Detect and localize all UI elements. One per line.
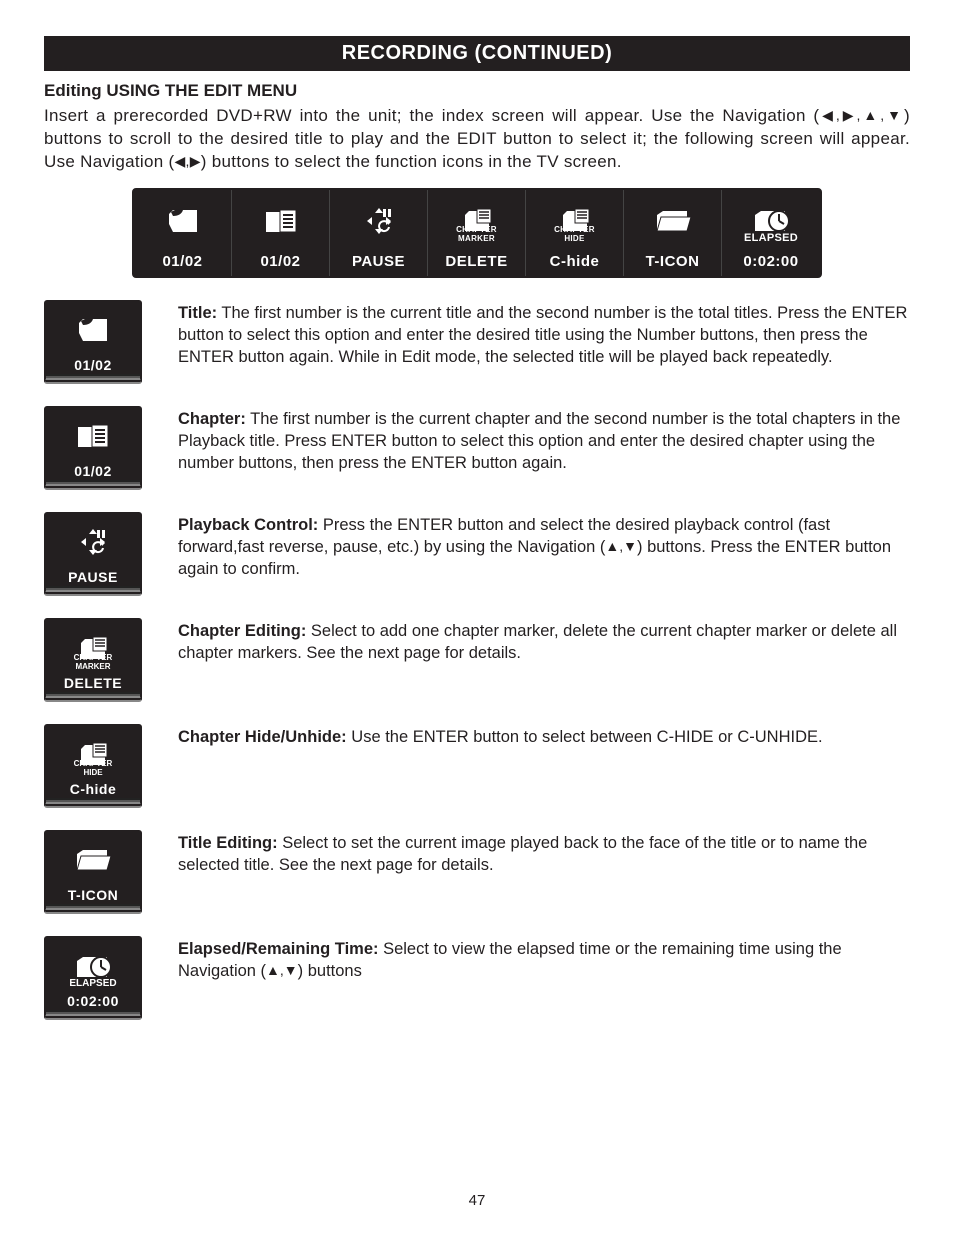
row-chapter: 01/02 Chapter: The first number is the c… (44, 406, 910, 490)
side-label-chapter: 01/02 (74, 463, 112, 479)
strip-title-label: 01/02 (162, 253, 202, 270)
side-label-title: 01/02 (74, 357, 112, 373)
desc-ticon-head: Title Editing: (178, 834, 278, 852)
playback-icon (75, 526, 111, 558)
strip-chide-sub: CHAPTER HIDE (550, 226, 599, 244)
desc-chapter-edit-head: Chapter Editing: (178, 622, 306, 640)
desc-chide-head: Chapter Hide/Unhide: (178, 728, 347, 746)
strip-elapsed: ELAPSED 0:02:00 (722, 190, 820, 276)
folder-icon (653, 207, 693, 235)
side-icon-chide: CHAPTER HIDE C-hide (44, 724, 142, 808)
title-icon (163, 206, 203, 236)
side-icon-delete: CHAPTER MARKER DELETE (44, 618, 142, 702)
chapter-icon (74, 421, 112, 451)
intro-paragraph: Insert a prerecorded DVD+RW into the uni… (44, 105, 910, 174)
desc-playback: Playback Control: Press the ENTER button… (178, 512, 910, 581)
desc-chapter-head: Chapter: (178, 410, 246, 428)
section-header: RECORDING (CONTINUED) (44, 36, 910, 71)
strip-delete-sub: CHAPTER MARKER (452, 226, 501, 244)
nav-arrows-lr-icon: ◀,▶ (174, 153, 200, 169)
strip-ticon: T-ICON (624, 190, 722, 276)
row-chapter-edit: CHAPTER MARKER DELETE Chapter Editing: S… (44, 618, 910, 702)
page-number: 47 (469, 1192, 486, 1209)
desc-elapsed-body-b: ) buttons (298, 962, 362, 980)
side-label-ticon: T-ICON (68, 887, 118, 903)
desc-chide: Chapter Hide/Unhide: Use the ENTER butto… (178, 724, 910, 748)
desc-ticon: Title Editing: Select to set the current… (178, 830, 910, 877)
desc-elapsed-head: Elapsed/Remaining Time: (178, 940, 379, 958)
desc-title: Title: The first number is the current t… (178, 300, 910, 369)
strip-pause-label: PAUSE (352, 253, 405, 270)
strip-elapsed-sub: ELAPSED (744, 232, 798, 244)
desc-title-head: Title: (178, 304, 217, 322)
side-label-delete: DELETE (64, 675, 122, 691)
side-icon-title: 01/02 (44, 300, 142, 384)
strip-delete-label: DELETE (445, 253, 507, 270)
side-label-chide: C-hide (70, 781, 117, 797)
row-title: 01/02 Title: The first number is the cur… (44, 300, 910, 384)
nav-arrows-ud-icon: ▲,▼ (266, 962, 298, 978)
strip-chide: CHAPTER HIDE C-hide (526, 190, 624, 276)
toolbar-strip: 01/02 01/02 PAUSE CHAPTER MARKER DELETE … (44, 188, 910, 278)
strip-ticon-label: T-ICON (646, 253, 700, 270)
desc-playback-head: Playback Control: (178, 516, 318, 534)
desc-chapter: Chapter: The first number is the current… (178, 406, 910, 475)
strip-pause: PAUSE (330, 190, 428, 276)
subheading: Editing USING THE EDIT MENU (44, 81, 910, 101)
side-sub-chide: CHAPTER HIDE (70, 760, 117, 778)
description-list: 01/02 Title: The first number is the cur… (44, 300, 910, 1020)
folder-icon (73, 846, 113, 874)
elapsed-icon (73, 953, 113, 979)
side-icon-ticon: T-ICON (44, 830, 142, 914)
side-label-pause: PAUSE (68, 569, 118, 585)
desc-elapsed: Elapsed/Remaining Time: Select to view t… (178, 936, 910, 983)
playback-icon (361, 205, 397, 237)
row-playback: PAUSE Playback Control: Press the ENTER … (44, 512, 910, 596)
strip-elapsed-label: 0:02:00 (743, 253, 798, 270)
side-icon-pause: PAUSE (44, 512, 142, 596)
row-ticon: T-ICON Title Editing: Select to set the … (44, 830, 910, 914)
desc-chapter-body: The first number is the current chapter … (178, 410, 900, 473)
row-elapsed: ELAPSED 0:02:00 Elapsed/Remaining Time: … (44, 936, 910, 1020)
strip-chapter: 01/02 (232, 190, 330, 276)
desc-ticon-body: Select to set the current image played b… (178, 834, 867, 874)
strip-chide-label: C-hide (550, 253, 600, 270)
strip-title: 01/02 (134, 190, 232, 276)
strip-chapter-label: 01/02 (260, 253, 300, 270)
side-label-elapsed: 0:02:00 (67, 993, 119, 1009)
intro-a: Insert a prerecorded DVD+RW into the uni… (44, 106, 819, 125)
desc-chapter-edit: Chapter Editing: Select to add one chapt… (178, 618, 910, 665)
title-icon (73, 315, 113, 345)
strip-delete: CHAPTER MARKER DELETE (428, 190, 526, 276)
chapter-icon (262, 206, 300, 236)
desc-title-body: The first number is the current title an… (178, 304, 907, 367)
side-icon-elapsed: ELAPSED 0:02:00 (44, 936, 142, 1020)
nav-arrows-4way-icon: ◀,▶,▲,▼ (819, 107, 904, 123)
side-sub-delete: CHAPTER MARKER (70, 654, 117, 672)
side-icon-chapter: 01/02 (44, 406, 142, 490)
side-sub-elapsed: ELAPSED (69, 978, 116, 989)
nav-arrows-ud-icon: ▲,▼ (605, 538, 637, 554)
desc-chide-body: Use the ENTER button to select between C… (347, 728, 823, 746)
row-chide: CHAPTER HIDE C-hide Chapter Hide/Unhide:… (44, 724, 910, 808)
intro-c: ) buttons to select the function icons i… (201, 152, 622, 171)
